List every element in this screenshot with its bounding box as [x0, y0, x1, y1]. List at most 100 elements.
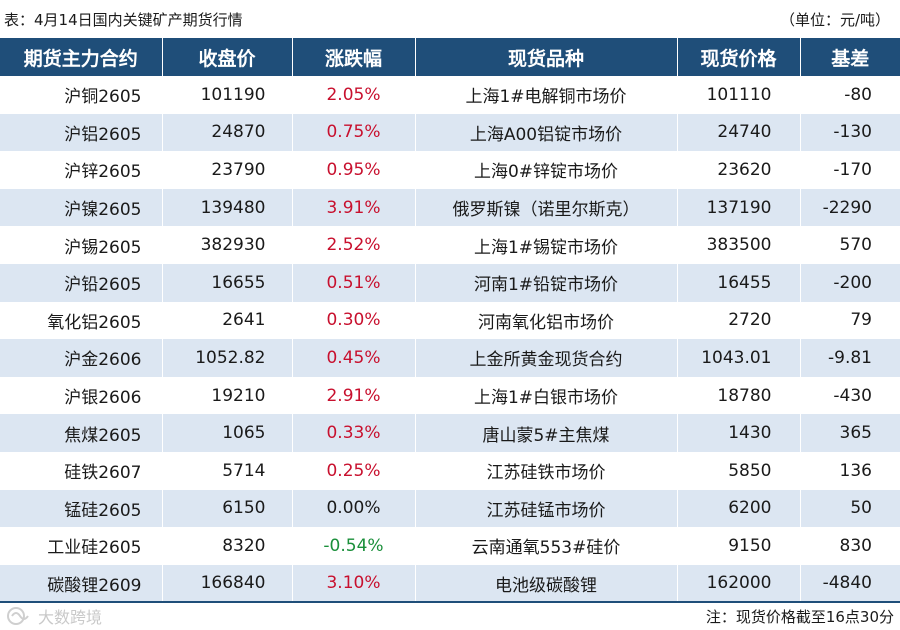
cell-spot-variety: 上海0#锌锭市场价: [415, 151, 678, 189]
cell-spot-variety: 上海1#锡锭市场价: [415, 226, 678, 264]
table-row: 沪锡2605 382930 2.52% 上海1#锡锭市场价 383500 570: [0, 226, 900, 264]
cell-spot-variety: 云南通氧553#硅价: [415, 527, 678, 565]
table-row: 沪铅2605 16655 0.51% 河南1#铅锭市场价 16455 -200: [0, 263, 900, 302]
cell-close-price: 166840: [162, 564, 293, 604]
cell-close-price: 6150: [162, 489, 293, 528]
cell-change-pct: 3.10%: [292, 564, 416, 604]
cell-basis: -9.81: [800, 339, 900, 377]
cell-close-price: 16655: [162, 263, 293, 302]
cell-contract: 沪镍2605: [0, 188, 163, 227]
cell-spot-variety: 唐山蒙5#主焦煤: [415, 414, 678, 452]
cell-contract: 沪银2606: [0, 376, 163, 415]
cell-spot-price: 1430: [677, 414, 801, 452]
cell-spot-variety: 上海1#电解铜市场价: [415, 76, 678, 114]
cell-spot-price: 16455: [677, 263, 801, 302]
table-body: 沪铜2605 101190 2.05% 上海1#电解铜市场价 101110 -80 沪铝26…: [0, 76, 900, 604]
cell-close-price: 101190: [162, 76, 293, 114]
cell-spot-variety: 江苏硅铁市场价: [415, 451, 678, 490]
caption-row: 表：4月14日国内关键矿产期货行情 （单位：元/吨）: [0, 0, 900, 38]
cell-basis: 79: [800, 301, 900, 340]
cell-change-pct: 2.52%: [292, 226, 416, 264]
cell-close-price: 19210: [162, 376, 293, 415]
cell-contract: 锰硅2605: [0, 489, 163, 528]
table-row: 沪锌2605 23790 0.95% 上海0#锌锭市场价 23620 -170: [0, 151, 900, 189]
cell-change-pct: 0.33%: [292, 414, 416, 452]
cell-contract: 沪铝2605: [0, 113, 163, 152]
table-row: 沪金2606 1052.82 0.45% 上金所黄金现货合约 1043.01 -9.81: [0, 339, 900, 377]
table-row: 沪铝2605 24870 0.75% 上海A00铝锭市场价 24740 -130: [0, 113, 900, 152]
cell-basis: 830: [800, 527, 900, 565]
table-row: 焦煤2605 1065 0.33% 唐山蒙5#主焦煤 1430 365: [0, 414, 900, 452]
cell-spot-price: 137190: [677, 188, 801, 227]
cell-close-price: 5714: [162, 451, 293, 490]
cell-contract: 沪铜2605: [0, 76, 163, 114]
cell-change-pct: 0.00%: [292, 489, 416, 528]
cell-change-pct: 0.45%: [292, 339, 416, 377]
cell-spot-variety: 上金所黄金现货合约: [415, 339, 678, 377]
cell-close-price: 1052.82: [162, 339, 293, 377]
cell-basis: 136: [800, 451, 900, 490]
cell-contract: 沪金2606: [0, 339, 163, 377]
futures-quote-table: 期货主力合约 收盘价 涨跌幅 现货品种 现货价格 基差 沪铜2605 101190…: [0, 38, 900, 604]
footnote: 注：现货价格截至16点30分: [705, 607, 894, 626]
cell-change-pct: 0.75%: [292, 113, 416, 152]
cell-basis: -80: [800, 76, 900, 114]
cell-contract: 沪铅2605: [0, 263, 163, 302]
cell-contract: 氧化铝2605: [0, 301, 163, 340]
header-spot-price: 现货价格: [677, 38, 801, 76]
cell-change-pct: 2.05%: [292, 76, 416, 114]
cell-close-price: 24870: [162, 113, 293, 152]
watermark: 大数跨境: [6, 604, 102, 628]
table-row: 沪银2606 19210 2.91% 上海1#白银市场价 18780 -430: [0, 376, 900, 415]
cell-contract: 碳酸锂2609: [0, 564, 163, 604]
cell-close-price: 382930: [162, 226, 293, 264]
cell-spot-variety: 上海A00铝锭市场价: [415, 113, 678, 152]
cell-basis: 50: [800, 489, 900, 528]
cell-spot-price: 1043.01: [677, 339, 801, 377]
cell-basis: -170: [800, 151, 900, 189]
table-row: 沪铜2605 101190 2.05% 上海1#电解铜市场价 101110 -80: [0, 76, 900, 114]
header-contract: 期货主力合约: [0, 38, 163, 76]
cell-basis: -4840: [800, 564, 900, 604]
cell-close-price: 2641: [162, 301, 293, 340]
table-title: 表：4月14日国内关键矿产期货行情: [4, 10, 243, 29]
table-row: 碳酸锂2609 166840 3.10% 电池级碳酸锂 162000 -4840: [0, 564, 900, 604]
cell-close-price: 1065: [162, 414, 293, 452]
header-close: 收盘价: [162, 38, 293, 76]
cell-basis: -200: [800, 263, 900, 302]
cell-basis: -2290: [800, 188, 900, 227]
header-change: 涨跌幅: [292, 38, 416, 76]
cell-spot-price: 9150: [677, 527, 801, 565]
unit-label: （单位：元/吨）: [779, 10, 890, 29]
cell-change-pct: 0.95%: [292, 151, 416, 189]
cell-contract: 沪锡2605: [0, 226, 163, 264]
cell-spot-variety: 上海1#白银市场价: [415, 376, 678, 415]
cell-basis: -130: [800, 113, 900, 152]
cell-contract: 硅铁2607: [0, 451, 163, 490]
cell-spot-price: 2720: [677, 301, 801, 340]
cell-spot-variety: 江苏硅锰市场价: [415, 489, 678, 528]
cell-spot-price: 24740: [677, 113, 801, 152]
cell-spot-price: 383500: [677, 226, 801, 264]
cell-spot-price: 5850: [677, 451, 801, 490]
table-header-row: 期货主力合约 收盘价 涨跌幅 现货品种 现货价格 基差: [0, 38, 900, 76]
cell-spot-price: 101110: [677, 76, 801, 114]
cell-spot-variety: 河南氧化铝市场价: [415, 301, 678, 340]
cell-spot-price: 23620: [677, 151, 801, 189]
cell-change-pct: 2.91%: [292, 376, 416, 415]
watermark-text: 大数跨境: [38, 608, 103, 627]
cell-change-pct: 3.91%: [292, 188, 416, 227]
cell-spot-price: 18780: [677, 376, 801, 415]
cell-close-price: 8320: [162, 527, 293, 565]
cell-spot-price: 162000: [677, 564, 801, 604]
table-row: 氧化铝2605 2641 0.30% 河南氧化铝市场价 2720 79: [0, 301, 900, 340]
table-row: 锰硅2605 6150 0.00% 江苏硅锰市场价 6200 50: [0, 489, 900, 528]
cell-contract: 焦煤2605: [0, 414, 163, 452]
cell-contract: 工业硅2605: [0, 527, 163, 565]
header-spot: 现货品种: [415, 38, 678, 76]
table-row: 硅铁2607 5714 0.25% 江苏硅铁市场价 5850 136: [0, 451, 900, 490]
cell-change-pct: 0.25%: [292, 451, 416, 490]
cell-change-pct: 0.51%: [292, 263, 416, 302]
cell-change-pct: 0.30%: [292, 301, 416, 340]
header-basis: 基差: [800, 38, 900, 76]
